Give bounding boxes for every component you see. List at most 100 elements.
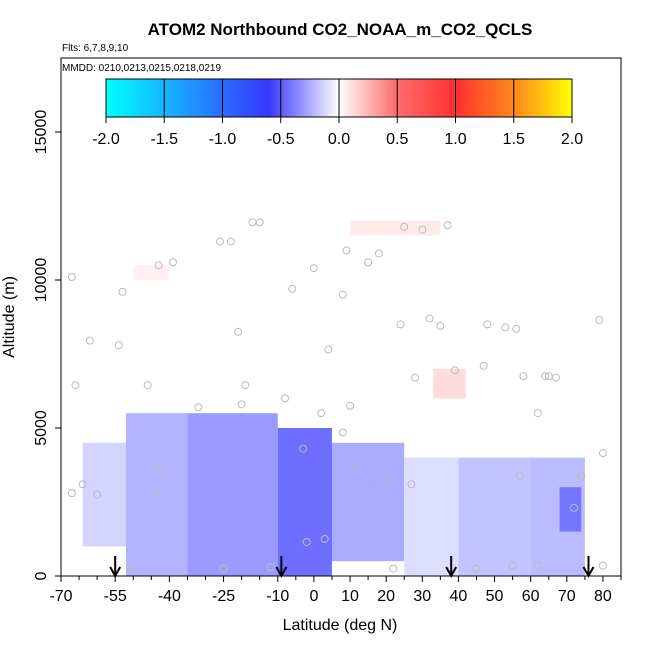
colorbar-tick-label: -1.5	[150, 131, 178, 148]
x-tick-label: 70	[558, 588, 576, 605]
x-tick-label: -55	[104, 588, 127, 605]
sample-point	[320, 535, 329, 543]
heatmap-regions	[82, 220, 585, 576]
sample-point	[215, 237, 224, 246]
flight-arrow	[109, 556, 122, 579]
sample-point	[577, 471, 586, 480]
sample-point	[85, 336, 94, 345]
y-axis: 0 5000 10000 15000	[33, 110, 61, 580]
sample-point	[219, 564, 228, 573]
sample-point	[154, 261, 163, 270]
colorbar-ticks: -2.0 -1.5 -1.0 -0.5 0.0 0.5 1.0 1.5 2.0	[92, 79, 583, 148]
flights-subtitle: Flts: 6,7,8,9,10	[62, 43, 129, 54]
heatmap-cell	[331, 442, 405, 562]
heatmap-cell	[350, 220, 441, 236]
sample-point	[382, 477, 391, 486]
sample-point	[533, 409, 542, 418]
dates-subtitle: MMDD: 0210,0213,0215,0218,0219	[62, 63, 221, 74]
sample-point	[515, 471, 524, 480]
sample-point	[570, 503, 579, 512]
sample-point	[281, 394, 289, 403]
x-axis: -70 -55 -40 -25 -10 0 10 20 30 40 50 60 70 80	[49, 576, 622, 605]
flight-arrow	[445, 556, 458, 579]
y-tick-label: 10000	[33, 258, 50, 303]
sample-point	[78, 480, 87, 489]
sample-point	[533, 561, 542, 570]
sample-point	[266, 563, 275, 572]
sample-point	[407, 480, 416, 489]
sample-point	[519, 372, 528, 381]
colorbar-tick-label: 2.0	[561, 131, 583, 148]
sample-point	[396, 320, 405, 329]
sample-point	[353, 462, 362, 471]
sample-point	[544, 372, 553, 381]
sample-point	[512, 324, 521, 333]
sample-point	[411, 373, 420, 382]
sample-point	[342, 246, 351, 255]
heatmap-cell	[187, 413, 278, 576]
sample-point	[309, 264, 318, 273]
sample-point	[324, 345, 333, 354]
plot-frame	[60, 57, 622, 577]
colorbar-tick-label: -2.0	[92, 131, 120, 148]
x-tick-label: -70	[49, 588, 72, 605]
colorbar-tick-label: 1.5	[503, 131, 525, 148]
sample-point	[248, 218, 257, 227]
colorbar-tick-label: -1.0	[209, 131, 237, 148]
sample-point	[508, 561, 517, 570]
x-tick-label: 10	[341, 588, 359, 605]
x-tick-label: 40	[450, 588, 468, 605]
sample-point	[346, 401, 355, 410]
sample-point	[317, 409, 326, 418]
sample-point	[338, 290, 347, 299]
sample-point	[551, 373, 560, 382]
x-tick-label: -10	[266, 588, 289, 605]
heatmap-cell	[458, 457, 531, 576]
sample-point	[114, 341, 123, 350]
sample-point	[595, 315, 604, 324]
y-tick-label: 0	[33, 571, 50, 580]
sample-point	[483, 320, 492, 329]
sample-point	[479, 361, 488, 370]
sample-point	[501, 323, 510, 332]
x-tick-label: 20	[377, 588, 395, 605]
heatmap-cell	[82, 442, 127, 547]
sample-point	[234, 327, 243, 336]
sample-point	[450, 366, 459, 375]
sample-point	[541, 372, 550, 381]
sample-point	[338, 428, 347, 437]
sample-point	[425, 314, 434, 323]
colorbar-tick-label: -0.5	[267, 131, 295, 148]
arrow-head	[275, 566, 288, 579]
y-axis-label: Altitude (m)	[1, 276, 18, 358]
heatmap-cell	[133, 265, 170, 280]
sample-point	[598, 449, 607, 458]
sample-point	[237, 400, 246, 409]
sample-point	[129, 564, 138, 573]
flight-arrow	[582, 556, 595, 579]
sample-point	[418, 225, 427, 234]
sample-point	[400, 222, 409, 231]
sample-point	[389, 564, 398, 573]
sample-point	[93, 490, 102, 499]
x-tick-label: 60	[522, 588, 540, 605]
sample-point	[194, 403, 203, 412]
x-tick-label: -25	[212, 588, 235, 605]
colorbar-tick-label: 0.5	[386, 131, 408, 148]
sample-point	[598, 561, 607, 570]
sample-point	[143, 381, 152, 390]
sample-point	[226, 237, 235, 246]
sample-point	[443, 221, 452, 230]
y-tick-label: 5000	[33, 410, 50, 446]
sample-point	[299, 444, 308, 453]
colorbar-tick-label: 0.0	[328, 131, 350, 148]
sample-point	[288, 284, 297, 293]
colorbar: -2.0 -1.5 -1.0 -0.5 0.0 0.5 1.0 1.5 2.0	[92, 78, 583, 148]
sample-point	[118, 287, 127, 296]
sample-point	[67, 273, 76, 282]
x-tick-label: -40	[158, 588, 181, 605]
sample-point	[169, 258, 177, 267]
y-tick-label: 15000	[33, 110, 50, 155]
arrow-head	[582, 566, 595, 579]
colorbar-tick-label: 1.0	[444, 131, 466, 148]
